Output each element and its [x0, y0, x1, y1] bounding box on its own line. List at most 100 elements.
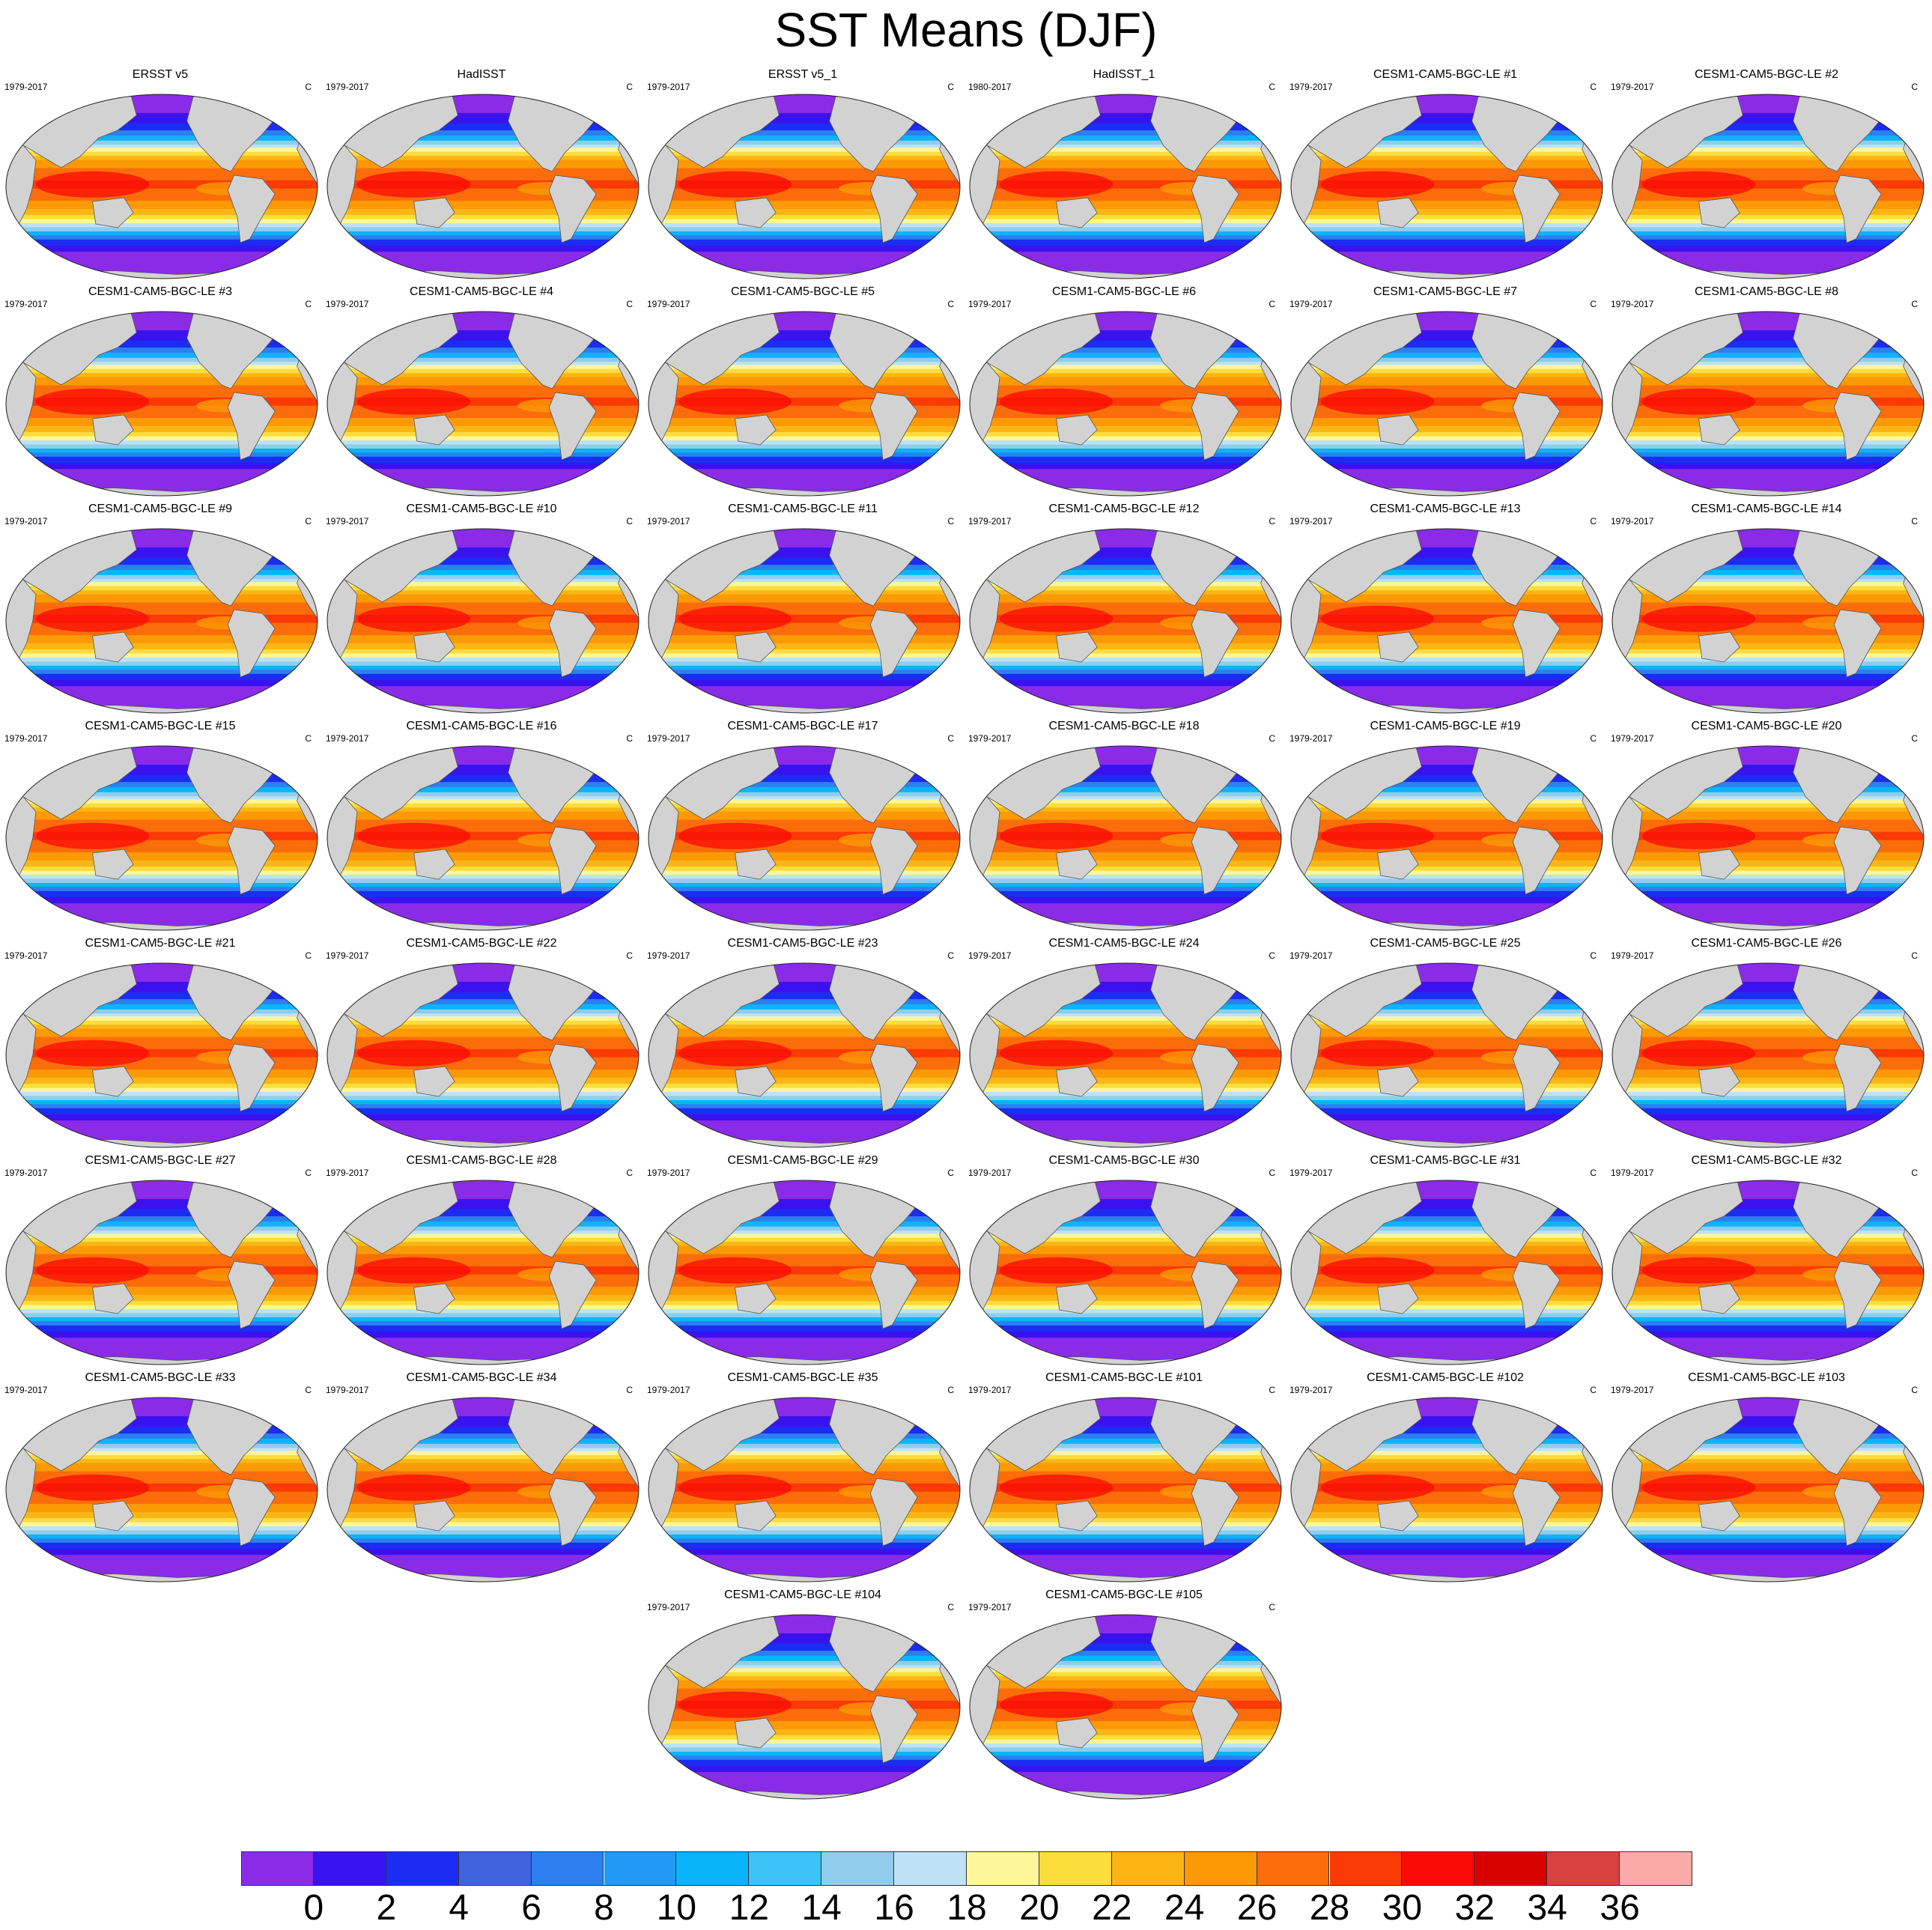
sst-band [970, 94, 1281, 114]
panel-title: CESM1-CAM5-BGC-LE #23 [727, 937, 878, 950]
sst-band [1612, 887, 1924, 892]
sst-band [1612, 661, 1924, 667]
sst-band [1291, 418, 1603, 427]
sst-map [1611, 1397, 1925, 1582]
sst-band [6, 1287, 318, 1296]
sst-band [327, 670, 639, 675]
sst-band [648, 397, 960, 407]
land-mass [1191, 1478, 1239, 1547]
sst-band [6, 831, 318, 841]
sst-band [1612, 245, 1924, 252]
sst-band [1291, 1511, 1603, 1519]
sst-band [327, 130, 639, 136]
sst-band [970, 586, 1281, 591]
panel-period: 1979-2017 [1289, 82, 1333, 92]
sst-band [327, 1534, 639, 1539]
sst-band [1612, 746, 1924, 765]
sst-band [970, 658, 1281, 662]
sst-band [327, 223, 639, 228]
sst-band [970, 887, 1281, 892]
sst-band [648, 208, 960, 216]
sst-band [970, 373, 1281, 378]
sst-band [6, 1087, 318, 1093]
sst-band [970, 1433, 1281, 1439]
sst-band [970, 1518, 1281, 1523]
sst-band [970, 679, 1281, 687]
land-mass [92, 197, 134, 228]
sst-band [648, 436, 960, 441]
sst-band [648, 1221, 960, 1228]
map-outline [969, 528, 1282, 714]
colorbar-swatch [1184, 1851, 1257, 1886]
sst-band [648, 658, 960, 662]
sst-band [1291, 565, 1603, 571]
sst-band [6, 590, 318, 595]
sst-band [1291, 373, 1603, 378]
sst-band [648, 418, 960, 427]
sst-band [327, 1069, 639, 1078]
sst-band [327, 673, 639, 681]
sst-band [6, 377, 318, 386]
sst-band [1612, 340, 1924, 348]
sst-band [6, 135, 318, 142]
sst-band [1291, 1226, 1603, 1231]
sst-band [648, 1242, 960, 1247]
sst-band [6, 1483, 318, 1493]
sst-band [970, 1426, 1281, 1434]
sst-band [648, 582, 960, 587]
panel-units: C [1590, 1385, 1597, 1395]
sst-map [1290, 962, 1603, 1148]
panel-title: CESM1-CAM5-BGC-LE #13 [1370, 503, 1521, 515]
sst-band [1612, 875, 1924, 879]
sst-band [648, 1747, 960, 1753]
sst-band [1291, 1004, 1603, 1010]
panel-units: C [1269, 299, 1275, 309]
panel-title: CESM1-CAM5-BGC-LE #35 [727, 1371, 878, 1384]
land-mass [413, 1500, 455, 1532]
warm-pool [1321, 171, 1435, 198]
sst-band [970, 1221, 1281, 1228]
sst-band [648, 1751, 960, 1756]
sst-band [327, 1398, 639, 1417]
sst-map [648, 1614, 961, 1800]
sst-band [970, 890, 1281, 898]
sst-map [969, 1180, 1282, 1365]
sst-band [1291, 1443, 1603, 1448]
sst-band [6, 362, 318, 365]
sst-band [648, 1096, 960, 1101]
sst-band [1612, 1226, 1924, 1231]
colorbar-swatch [1111, 1851, 1185, 1886]
map-panel: CESM1-CAM5-BGC-LE #23 1979-2017 C [643, 936, 963, 1153]
sst-band [327, 94, 639, 114]
sst-band [6, 1451, 318, 1456]
panel-period: 1979-2017 [1611, 1168, 1654, 1178]
sst-band [1291, 661, 1603, 667]
sst-band [1291, 867, 1603, 871]
panel-units: C [947, 733, 954, 744]
map-outline [648, 1180, 961, 1365]
sst-band [648, 1729, 960, 1736]
panel-period: 1979-2017 [4, 516, 48, 526]
sst-band [6, 867, 318, 871]
sst-band [327, 529, 639, 548]
sst-band [327, 156, 639, 161]
sst-band [648, 156, 960, 161]
sst-band [327, 1483, 639, 1493]
sst-map [1611, 311, 1925, 497]
sst-band [648, 860, 960, 867]
sst-band [648, 1004, 960, 1010]
colorbar-tick-label: 12 [729, 1888, 769, 1928]
sst-map [648, 94, 961, 279]
sst-band [1612, 348, 1924, 353]
sst-band [970, 397, 1281, 407]
sst-map [1290, 94, 1603, 279]
sst-band [1612, 1433, 1924, 1439]
sst-band [1612, 1448, 1924, 1451]
sst-band [648, 746, 960, 765]
sst-band [970, 208, 1281, 216]
sst-band [970, 444, 1281, 449]
sst-band [6, 239, 318, 246]
sst-band [327, 565, 639, 571]
sst-band [648, 579, 960, 583]
sst-band [6, 1020, 318, 1025]
